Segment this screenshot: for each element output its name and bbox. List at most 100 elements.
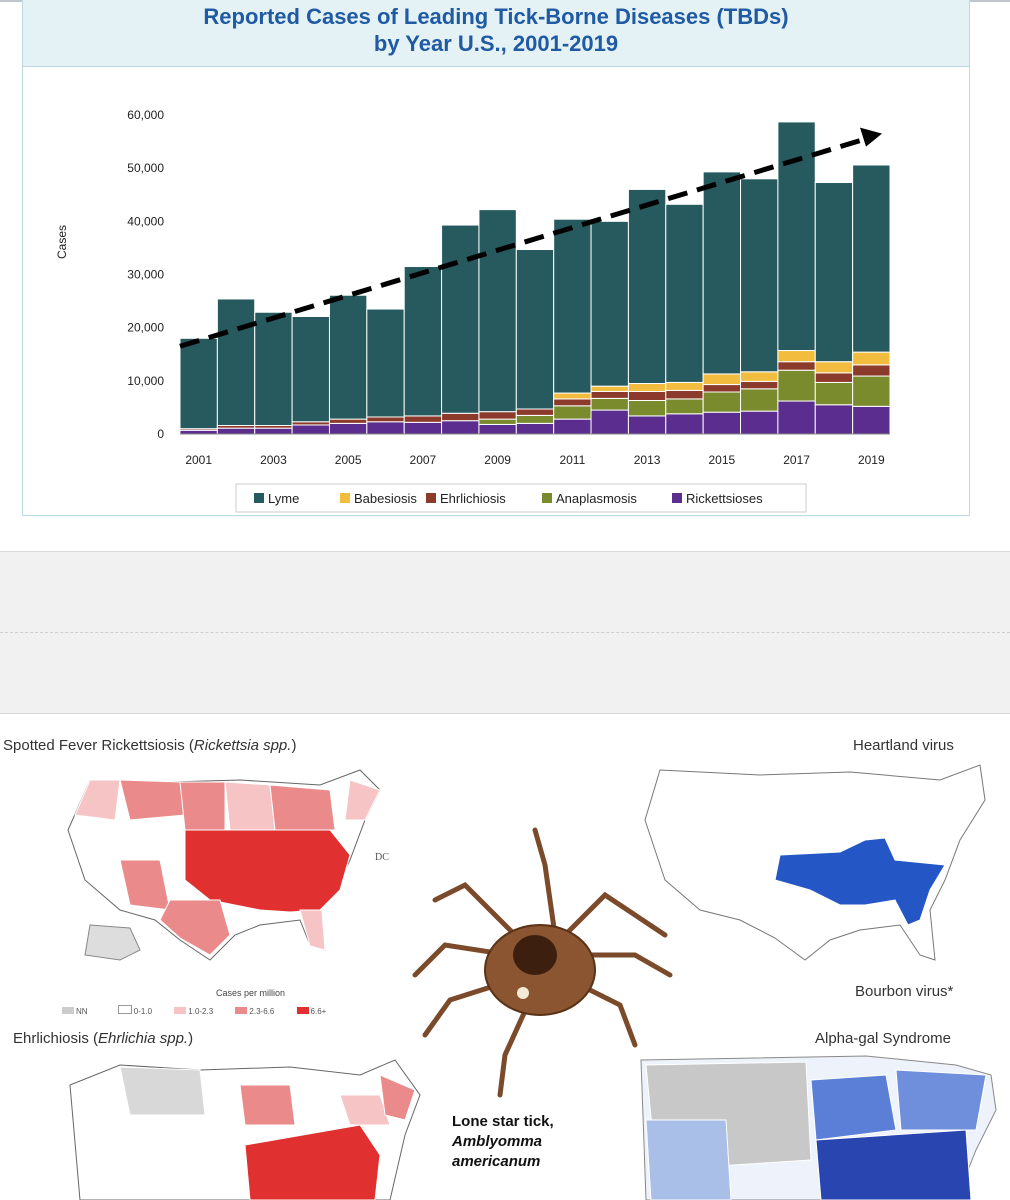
map-region-mid (239, 1084, 296, 1126)
ehrlichiosis-map (69, 1059, 421, 1200)
title-band: Reported Cases of Leading Tick-Borne Dis… (23, 0, 969, 67)
bar-segment (366, 416, 405, 423)
heartland-map (644, 764, 986, 961)
trend-arrow-head (860, 127, 882, 147)
bar-segment (553, 418, 592, 435)
bar-segment (553, 405, 592, 420)
chart-title-line2: by Year U.S., 2001-2019 (373, 31, 619, 56)
legend-item: 0-1.0 (133, 1007, 153, 1016)
bar-segment (665, 398, 704, 415)
map-region-mid (269, 784, 336, 831)
tick-spot (517, 987, 529, 999)
bar-segment (665, 203, 704, 383)
bourbon-label: Bourbon virus* (855, 983, 954, 1000)
chart-title: Reported Cases of Leading Tick-Borne Dis… (23, 3, 969, 57)
bar-segment (179, 429, 218, 435)
bar-segment (441, 412, 480, 422)
map-region-mid (379, 1074, 416, 1121)
x-tick-label: 2019 (858, 453, 885, 467)
bar-segment (665, 389, 704, 400)
bar-segment (515, 414, 555, 424)
bar-segment (777, 121, 816, 352)
bar-segment (441, 224, 480, 414)
bar-segment (627, 400, 667, 417)
legend-swatch (542, 493, 552, 503)
bar-segment (478, 411, 517, 420)
map-legend-title: Cases per million (216, 988, 286, 998)
bar-segment (403, 415, 443, 423)
bar-segment (403, 421, 443, 435)
map-region-mid (119, 779, 186, 821)
spotted-fever-title: Spotted Fever Rickettsiosis (Rickettsia … (3, 737, 297, 754)
map-region-blue (810, 1074, 897, 1141)
bar-segment (478, 418, 517, 425)
x-tick-label: 2007 (410, 453, 437, 467)
heartland-label: Heartland virus (853, 737, 954, 754)
x-tick-label: 2005 (335, 453, 362, 467)
bar-segment (328, 422, 368, 435)
x-tick-label: 2017 (783, 453, 810, 467)
map-region-light (344, 779, 381, 821)
map-region-light (299, 909, 326, 951)
blank-panel (0, 552, 1010, 714)
bar-segment (852, 364, 891, 377)
map-region-light (74, 779, 121, 821)
y-tick-label: 10,000 (127, 374, 164, 388)
bar-segment (515, 422, 555, 435)
legend-swatch (117, 1005, 132, 1014)
bar-segment (814, 372, 854, 383)
bar-segment (216, 298, 256, 426)
bar-segment (740, 178, 779, 373)
bar-segment (852, 405, 891, 435)
bar-segment (441, 420, 480, 435)
x-tick-label: 2011 (559, 453, 585, 467)
bar-segment (627, 415, 667, 435)
bar-segment (366, 421, 405, 435)
alphagal-label: Alpha-gal Syndrome (815, 1030, 951, 1047)
legend-swatch (296, 1007, 309, 1014)
bar-segment (590, 385, 629, 392)
spotted-fever-map: DC (67, 769, 389, 961)
legend-swatch (62, 1007, 74, 1014)
bar-segment (216, 427, 256, 435)
y-tick-label: 40,000 (127, 214, 164, 228)
trend-arrow-line (179, 135, 871, 349)
alaska-shape (84, 924, 141, 961)
bar-segment (590, 220, 629, 387)
legend-swatch (340, 493, 350, 503)
bar-segment (814, 381, 854, 406)
legend-swatch (235, 1007, 248, 1014)
map-region-darkblue (815, 1129, 972, 1200)
bar-segment (814, 404, 854, 435)
bar-segment (515, 249, 555, 410)
tick-caption: Lone star tick, Amblyomma americanum (452, 1112, 572, 1172)
bar-segment (814, 182, 854, 363)
tick-shield (513, 935, 557, 975)
legend-label: Lyme (268, 491, 299, 506)
bar-segment (366, 308, 405, 418)
bar-segment (852, 164, 891, 353)
tick-caption-line: americanum (452, 1153, 541, 1170)
x-tick-label: 2013 (634, 453, 661, 467)
bar-segment (328, 294, 368, 420)
bar-segment (702, 373, 742, 386)
bar-segment (852, 375, 891, 407)
dc-label: DC (375, 852, 389, 863)
ehrlichiosis-title: Ehrlichiosis (Ehrlichia spp.) (13, 1030, 194, 1047)
y-axis-label: Cases (55, 225, 69, 259)
tick-image (412, 827, 673, 1098)
bar-segment (478, 423, 517, 435)
x-tick-label: 2003 (260, 453, 287, 467)
bar-segment (777, 350, 816, 363)
bar-segment (665, 381, 704, 391)
bar-segment (291, 424, 330, 435)
legend-item: 1.0-2.3 (188, 1007, 214, 1016)
bar-segment (590, 397, 629, 411)
map-region-lightblue (645, 1119, 732, 1200)
tick-caption-line: Lone star tick, (452, 1113, 554, 1130)
legend-swatch (426, 493, 436, 503)
legend-label: Anaplasmosis (556, 491, 637, 506)
y-tick-label: 50,000 (127, 161, 164, 175)
bar-segment (777, 369, 816, 402)
legend-label: Rickettsioses (686, 491, 763, 506)
